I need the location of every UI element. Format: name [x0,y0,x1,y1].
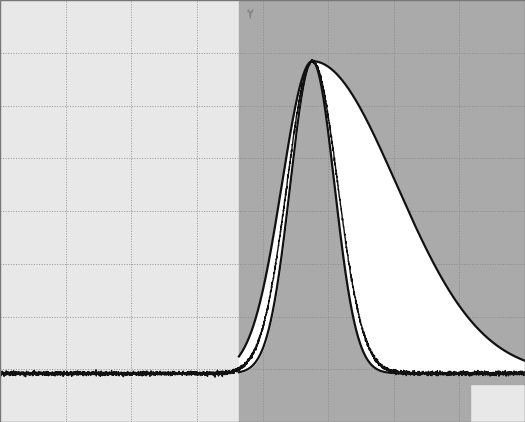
Text: T: T [247,11,254,21]
Bar [239,384,470,422]
Bar [239,0,525,384]
